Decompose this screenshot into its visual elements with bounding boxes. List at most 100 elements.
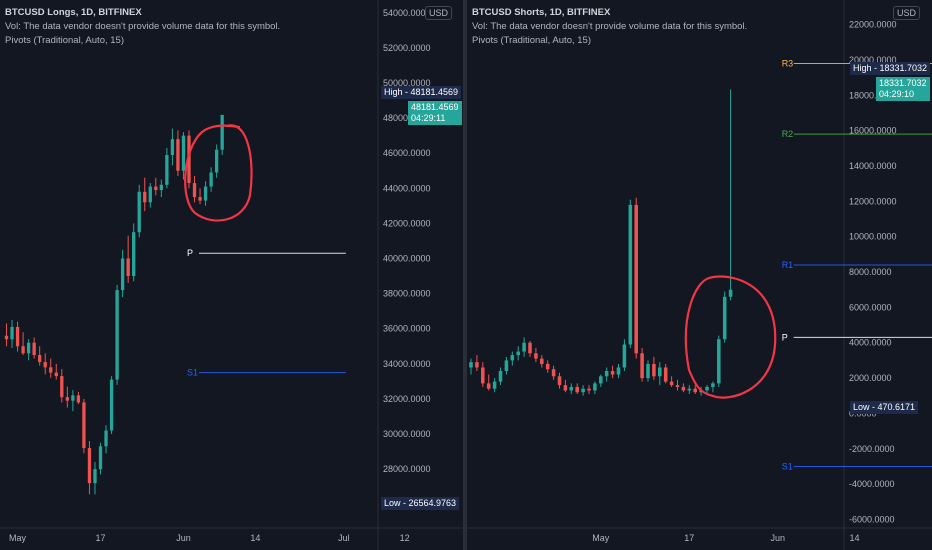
- shorts-candle-body: [640, 353, 644, 379]
- shorts-candle-body: [486, 383, 491, 389]
- longs-candle-body: [187, 135, 191, 184]
- longs-candle-body: [71, 395, 75, 401]
- longs-candle-body: [176, 139, 180, 171]
- shorts-pivots-indicator[interactable]: Pivots (Traditional, Auto, 15): [472, 35, 591, 46]
- longs-low-label: Low: [384, 498, 401, 508]
- shorts-low-tag: Low - 470.6171: [850, 401, 919, 414]
- longs-y-tick-label: 34000.0000: [383, 359, 431, 369]
- longs-candle-body: [93, 469, 97, 484]
- shorts-candle-body: [510, 355, 515, 361]
- shorts-candle-body: [498, 371, 503, 382]
- longs-candle-body: [38, 355, 42, 363]
- longs-last-price-tag: 48181.4569 04:29:11: [408, 101, 462, 125]
- longs-candle-body: [148, 186, 152, 203]
- shorts-x-tick-label: 17: [684, 533, 694, 543]
- shorts-x-tick-label: May: [592, 533, 610, 543]
- shorts-candle-body: [545, 363, 550, 370]
- longs-candle-body: [82, 402, 86, 449]
- shorts-candle-body: [717, 339, 721, 384]
- shorts-candle-body: [587, 388, 591, 391]
- longs-candle-body: [104, 430, 108, 447]
- shorts-pivot-label-r3: R3: [782, 58, 794, 68]
- shorts-y-tick-label: 12000.0000: [849, 196, 897, 206]
- longs-candle-body: [154, 186, 158, 191]
- shorts-candle-body: [669, 381, 674, 386]
- longs-candle-body: [87, 448, 92, 484]
- shorts-candle-body: [593, 383, 597, 391]
- shorts-y-tick-label: 16000.0000: [849, 126, 897, 136]
- longs-candle-body: [54, 372, 58, 377]
- shorts-candle-body: [475, 362, 479, 368]
- shorts-candle-body: [616, 367, 621, 375]
- shorts-last-price-tag: 18331.7032 04:29:10: [876, 77, 930, 101]
- longs-candle-body: [220, 114, 224, 150]
- longs-symbol-title[interactable]: BTCUSD Longs, 1D, BITFINEX: [5, 7, 142, 18]
- shorts-high-tag: High - 18331.7032: [850, 62, 931, 75]
- shorts-x-tick-label: 14: [849, 533, 859, 543]
- shorts-y-tick-label: 8000.0000: [849, 267, 892, 277]
- chart-pane-shorts[interactable]: 22000.0000 20000.0000 18000.0000 16000.0000…: [467, 0, 932, 550]
- shorts-candle-body: [599, 376, 603, 384]
- shorts-y-tick-label: 4000.0000: [849, 338, 892, 348]
- shorts-candle-body: [728, 289, 733, 297]
- longs-candle-body: [115, 290, 119, 380]
- longs-candle-body: [192, 183, 197, 198]
- longs-y-tick-label: 44000.0000: [383, 183, 431, 193]
- longs-candle-body: [198, 197, 202, 201]
- shorts-candle-body: [534, 353, 538, 359]
- shorts-y-tick-label: 6000.0000: [849, 302, 892, 312]
- shorts-candle-body: [634, 204, 638, 354]
- longs-y-tick-label: 28000.0000: [383, 464, 431, 474]
- shorts-candle-body: [711, 383, 715, 387]
- longs-volume-note: Vol: The data vendor doesn't provide vol…: [5, 21, 281, 32]
- shorts-high-label: High: [853, 63, 872, 73]
- longs-x-tick-label: 14: [250, 533, 260, 543]
- longs-currency-badge[interactable]: USD: [425, 6, 453, 20]
- longs-candle-body: [203, 186, 208, 201]
- shorts-candle-body: [540, 358, 544, 364]
- longs-y-tick-label: 38000.0000: [383, 289, 431, 299]
- shorts-candle-body: [569, 386, 574, 391]
- shorts-candle-body: [687, 388, 692, 391]
- shorts-y-tick-label: 18000.0000: [849, 90, 897, 100]
- shorts-low-label: Low: [853, 402, 870, 412]
- longs-high-tag: High - 48181.4569: [381, 86, 462, 99]
- shorts-y-tick-label: 22000.0000: [849, 20, 897, 30]
- longs-legend: BTCUSD Longs, 1D, BITFINEX Vol: The data…: [5, 6, 280, 48]
- chart-pane-longs[interactable]: 54000.0000 52000.0000 50000.0000 48000.0000…: [0, 0, 463, 550]
- shorts-high-value: 18331.7032: [879, 63, 928, 73]
- longs-candle-body: [26, 342, 31, 354]
- longs-pivot-label-s1: S1: [187, 368, 198, 378]
- shorts-candle-body: [557, 376, 562, 386]
- shorts-candle-body: [622, 344, 627, 368]
- shorts-countdown: 04:29:10: [879, 89, 915, 99]
- longs-x-tick-label: Jun: [176, 533, 191, 543]
- shorts-y-tick-label: -6000.0000: [849, 514, 895, 524]
- longs-candle-body: [165, 154, 169, 185]
- shorts-y-tick-label: 10000.0000: [849, 232, 897, 242]
- shorts-candle-body: [516, 351, 520, 356]
- shorts-annotation-circle: [684, 275, 777, 399]
- longs-low-tag: Low - 26564.9763: [381, 497, 460, 510]
- shorts-chart-svg[interactable]: 22000.0000 20000.0000 18000.0000 16000.0000…: [467, 0, 932, 550]
- longs-x-tick-label: 12: [400, 533, 410, 543]
- longs-candle-body: [65, 397, 69, 401]
- shorts-candle-body: [575, 386, 579, 393]
- shorts-candle-body: [658, 367, 662, 377]
- shorts-candle-body: [528, 342, 532, 354]
- longs-low-value: 26564.9763: [408, 498, 457, 508]
- longs-y-tick-label: 40000.0000: [383, 254, 431, 264]
- longs-chart-svg[interactable]: 54000.0000 52000.0000 50000.0000 48000.0000…: [0, 0, 463, 550]
- longs-pivots-indicator[interactable]: Pivots (Traditional, Auto, 15): [5, 35, 124, 46]
- longs-candle-body: [4, 335, 9, 340]
- shorts-pivot-label-s1: S1: [782, 461, 793, 471]
- longs-y-tick-label: 30000.0000: [383, 429, 431, 439]
- pane-divider[interactable]: [463, 0, 467, 550]
- shorts-y-tick-label: 20000.0000: [849, 55, 897, 65]
- shorts-pivot-label-p: P: [782, 332, 788, 342]
- shorts-candle-body: [646, 363, 650, 379]
- shorts-symbol-title[interactable]: BTCUSD Shorts, 1D, BITFINEX: [472, 7, 611, 18]
- shorts-currency-badge[interactable]: USD: [893, 6, 921, 20]
- longs-x-tick-label: Jul: [338, 533, 350, 543]
- shorts-candle-body: [604, 371, 609, 377]
